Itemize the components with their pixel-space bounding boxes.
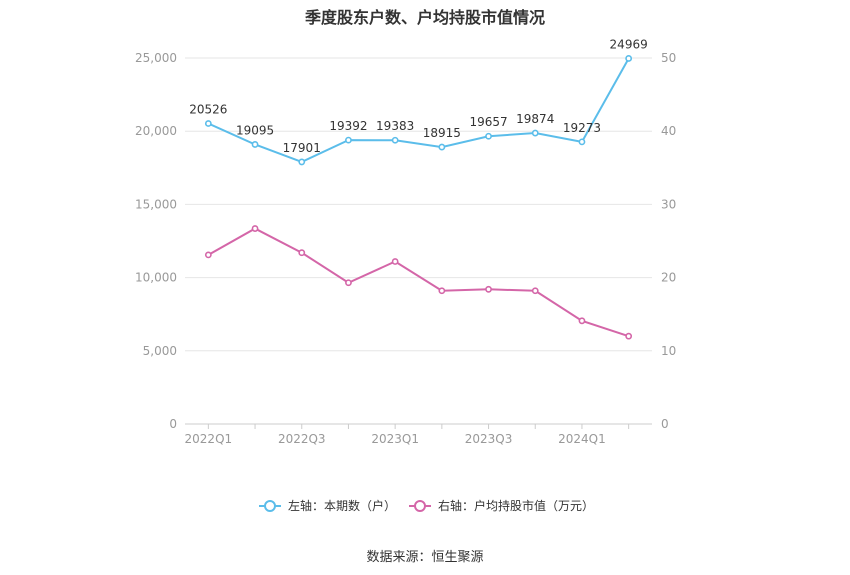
data-label: 19383 (376, 119, 414, 133)
legend-marker (414, 500, 426, 512)
y-left-tick-label: 25,000 (135, 51, 177, 65)
data-source-note: 数据来源：恒生聚源 (366, 550, 484, 565)
data-label: 19874 (516, 112, 554, 126)
data-point (531, 287, 539, 295)
data-label: 24969 (610, 37, 648, 51)
series-line-holders (207, 57, 630, 164)
data-point (485, 132, 492, 140)
data-label: 18915 (423, 126, 461, 140)
y-right-tick-label: 40 (661, 124, 676, 138)
data-point (625, 332, 633, 340)
legend-label: 左轴：本期数（户） (288, 498, 396, 513)
data-label: 19392 (329, 119, 367, 133)
data-point (485, 285, 492, 293)
y-left-tick-label: 0 (169, 417, 177, 431)
data-point (578, 317, 586, 325)
data-point (391, 136, 399, 144)
legend-label: 右轴：户均持股市值（万元） (438, 498, 594, 513)
data-label: 17901 (283, 141, 321, 155)
data-label: 19273 (563, 121, 601, 135)
chart-title: 季度股东户数、户均持股市值情况 (304, 8, 545, 27)
data-point (438, 143, 446, 151)
data-label: 20526 (189, 102, 227, 116)
x-tick-label: 2023Q3 (465, 432, 513, 446)
x-tick-label: 2023Q1 (371, 432, 419, 446)
data-point (251, 225, 259, 232)
data-point (625, 55, 633, 62)
data-point (298, 249, 306, 257)
data-point (578, 138, 586, 146)
y-right-tick-label: 30 (661, 197, 676, 211)
y-right-tick-label: 0 (661, 417, 669, 431)
x-tick-label: 2022Q1 (185, 432, 233, 446)
y-left-tick-label: 10,000 (135, 271, 177, 285)
y-left-tick-label: 20,000 (135, 124, 177, 138)
data-point (345, 136, 352, 144)
data-label: 19657 (469, 115, 507, 129)
y-left-tick-label: 15,000 (135, 197, 177, 211)
y-right-tick-label: 50 (661, 51, 676, 65)
data-label: 19095 (236, 123, 274, 137)
y-left-tick-label: 5,000 (143, 344, 177, 358)
data-point (298, 158, 306, 166)
data-point (204, 120, 212, 127)
data-point (204, 251, 212, 259)
data-point (438, 287, 446, 295)
data-point (251, 141, 259, 148)
x-tick-label: 2024Q1 (558, 432, 606, 446)
series-line-avg-value (207, 227, 629, 338)
y-right-tick-label: 20 (661, 271, 676, 285)
x-tick-label: 2022Q3 (278, 432, 326, 446)
y-right-tick-label: 10 (661, 344, 676, 358)
legend-marker (264, 500, 276, 512)
data-point (345, 279, 352, 287)
data-point (531, 129, 539, 137)
data-point (391, 258, 399, 265)
